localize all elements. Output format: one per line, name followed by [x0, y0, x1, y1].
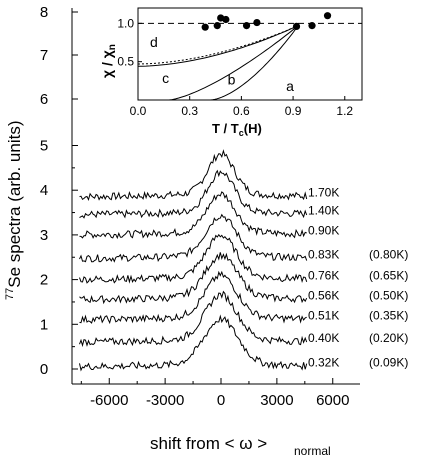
x-axis-label: shift from < ω > — [150, 434, 267, 453]
curve-c — [137, 25, 299, 67]
x-tick-label: -3000 — [146, 392, 184, 409]
y-tick-label: 1 — [40, 316, 48, 333]
data-point — [253, 18, 261, 27]
spectrum-trace — [79, 252, 308, 305]
inset-frame — [137, 7, 363, 101]
y-tick-label: 4 — [40, 182, 48, 199]
trace-label: 0.83K — [308, 247, 339, 261]
trace-label-secondary: (0.20K) — [369, 331, 408, 345]
inset-x-tick-label: 0.9 — [285, 104, 302, 118]
x-tick-label: 0 — [217, 392, 225, 409]
spectrum-trace — [79, 169, 308, 219]
x-tick-label: 6000 — [316, 392, 349, 409]
trace-label-secondary: (0.80K) — [369, 247, 408, 261]
data-point — [213, 22, 221, 30]
spectrum-trace — [79, 314, 308, 372]
spectrum-trace — [79, 270, 307, 325]
inset-y-label-sub: n — [107, 44, 118, 50]
curve-d — [137, 25, 299, 65]
curve-b — [168, 25, 299, 100]
y-tick-label: 5 — [40, 138, 48, 155]
trace-label-secondary: (0.65K) — [369, 268, 408, 282]
spectrum-trace — [79, 233, 308, 284]
y-tick-label: 3 — [40, 227, 48, 244]
data-point — [222, 15, 230, 24]
data-point — [292, 22, 301, 30]
x-tick-label: 3000 — [260, 392, 293, 409]
trace-label: 1.40K — [308, 204, 339, 218]
y-tick-label-upper: 6 — [40, 91, 48, 108]
curve-label: b — [228, 72, 236, 88]
y-tick-label-upper: 7 — [40, 47, 48, 64]
trace-label-secondary: (0.35K) — [369, 309, 408, 323]
data-point — [201, 23, 209, 31]
curve-label: a — [286, 78, 294, 94]
y-axis-label-main: Se spectra (arb. units) — [5, 121, 24, 288]
curve-a — [210, 25, 299, 100]
main-plot: 0 1 2 3 4 5 8 7 6 -6000 -3000 0 3000 6000 shift from <… — [4, 4, 408, 458]
trace-label: 0.32K — [308, 356, 339, 370]
inset-y-label: χ / χn — [99, 44, 118, 78]
y-tick-label: 0 — [40, 361, 48, 378]
spectrum-trace — [79, 213, 308, 263]
spectrum-trace — [79, 191, 307, 240]
inset-x-label-main: T / T — [212, 121, 239, 136]
data-point — [308, 22, 316, 30]
trace-label: 0.40K — [308, 331, 339, 345]
data-point — [242, 22, 251, 30]
data-point — [323, 12, 332, 20]
curve-label: d — [150, 34, 158, 50]
curve-label: c — [162, 70, 169, 86]
inset-x-tick-label: 0.0 — [130, 104, 147, 118]
y-axis-label-sup: 77 — [4, 288, 16, 300]
trace-label: 0.76K — [308, 268, 339, 282]
trace-label: 0.51K — [308, 309, 339, 323]
y-tick-label: 2 — [40, 272, 48, 289]
trace-label: 0.56K — [308, 288, 339, 302]
trace-label: 0.90K — [308, 224, 339, 238]
inset-y-tick-label: 1.0 — [117, 16, 134, 30]
inset-x-label-sub: c — [239, 128, 244, 138]
inset-y-label-main: χ / χ — [99, 50, 115, 78]
trace-label-secondary: (0.09K) — [369, 356, 408, 370]
x-tick-label: -6000 — [90, 392, 128, 409]
inset-x-tick-label: 1.2 — [336, 104, 353, 118]
inset-x-tick-label: 0.6 — [233, 104, 250, 118]
y-axis-label: 77Se spectra (arb. units) — [4, 121, 24, 301]
inset-y-tick-label: 0.5 — [117, 55, 134, 69]
spectrum-trace — [79, 149, 308, 202]
inset-x-label: T / Tc(H) — [212, 121, 262, 138]
y-tick-label-upper: 8 — [40, 4, 48, 21]
trace-label: 1.70K — [308, 186, 339, 200]
spectrum-trace — [79, 290, 308, 348]
inset-x-label-tail: (H) — [244, 121, 262, 136]
trace-label-secondary: (0.50K) — [369, 288, 408, 302]
inset-x-tick-label: 0.3 — [181, 104, 198, 118]
x-axis-label-sub: normal — [294, 444, 331, 458]
